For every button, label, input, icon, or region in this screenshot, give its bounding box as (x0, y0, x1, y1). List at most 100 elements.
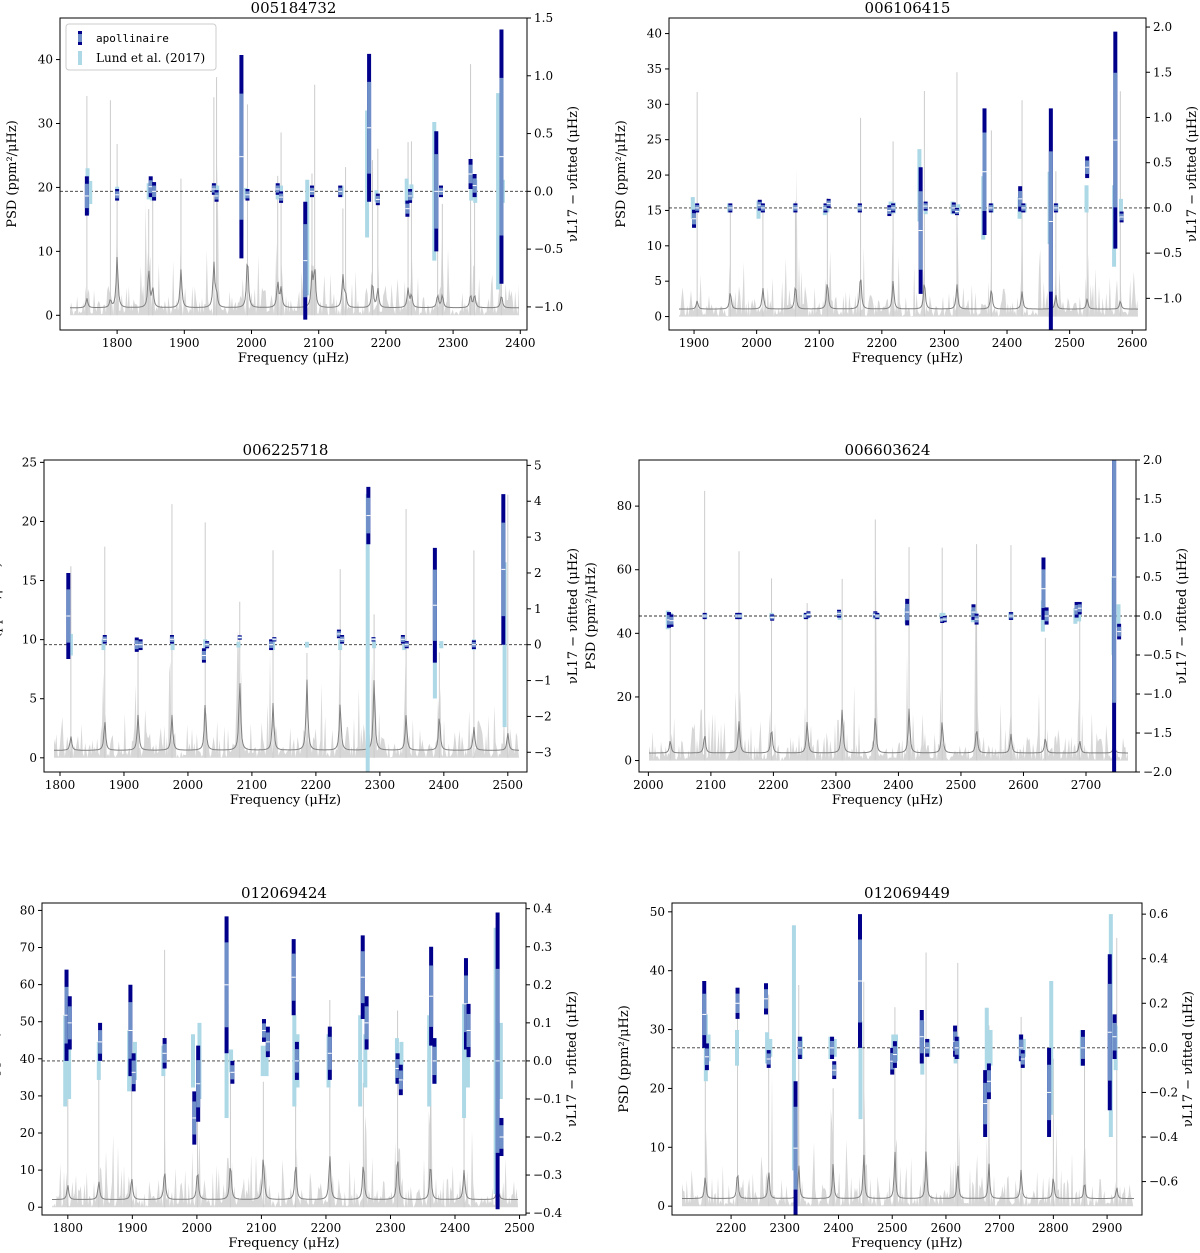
y-right-tick-label: −1.0 (1143, 687, 1172, 701)
panel-6: 012069449 2200 2300 2400 2500 2600 2700 2800 290… (617, 884, 1196, 1251)
y-left-tick-label: 20 (38, 180, 53, 194)
y-right-tick-label: 0 (534, 638, 542, 652)
y-right-tick-label: −1.5 (1143, 726, 1172, 740)
axes-frame (43, 459, 528, 773)
x-tick-label: 2700 (984, 1221, 1015, 1235)
x-tick-label: 2300 (821, 778, 852, 792)
panel-title: 006603624 (845, 441, 931, 459)
x-tick-label: 1800 (102, 336, 133, 350)
y-left-tick-label: 10 (38, 244, 53, 258)
axes-frame (59, 17, 528, 331)
x-tick-label: 2900 (1092, 1221, 1123, 1235)
x-tick-label: 2300 (929, 336, 960, 350)
x-tick-label: 2100 (804, 336, 835, 350)
y-left-tick-label: 0 (27, 1200, 35, 1214)
y-left-tick-label: 80 (617, 499, 632, 513)
x-tick-label: 1900 (117, 1221, 148, 1235)
y-right-tick-label: −2 (534, 709, 552, 723)
x-axis-label: Frequency (μHz) (230, 793, 341, 808)
y-right-tick-label: 0.6 (1149, 907, 1168, 921)
panel-1: 005184732 1800 1900 2000 2100 2200 2300 2400 0 10… (5, 0, 581, 366)
x-tick-label: 2500 (493, 778, 524, 792)
panel-title: 006225718 (243, 441, 329, 459)
plot-area (672, 914, 1142, 1215)
y-right-tick-label: −1.0 (534, 300, 563, 314)
legend-lund-label: Lund et al. (2017) (96, 51, 205, 65)
y-left-tick-label: 70 (20, 941, 35, 955)
x-tick-label: 1800 (53, 1221, 84, 1235)
y-left-tick-label: 20 (22, 514, 37, 528)
x-tick-label: 2300 (365, 778, 396, 792)
y-left-tick-label: 10 (650, 1140, 665, 1154)
psd-model (678, 279, 1138, 310)
y-right-tick-label: −3 (534, 745, 552, 759)
x-tick-label: 2800 (1038, 1221, 1069, 1235)
y-left-tick-label: 10 (22, 633, 37, 647)
y-left-tick-label: 25 (647, 133, 662, 147)
y-left-tick-label: 0 (29, 751, 37, 765)
y-right-tick-label: 0.5 (534, 127, 553, 141)
y-right-axis-label: νL17 − νfitted (μHz) (1175, 548, 1190, 684)
x-tick-label: 2700 (1071, 778, 1102, 792)
panel-title: 012069424 (241, 884, 327, 902)
y-left-tick-label: 40 (38, 53, 53, 67)
x-tick-label: 2100 (237, 778, 268, 792)
x-tick-label: 2000 (741, 336, 772, 350)
y-right-tick-label: 0.2 (533, 978, 552, 992)
x-tick-label: 1900 (169, 336, 200, 350)
axes-frame (671, 902, 1143, 1216)
y-right-axis-label: νL17 − νfitted (μHz) (1185, 106, 1200, 242)
y-left-axis-label: PSD (ppm²/μHz) (584, 562, 599, 670)
y-right-tick-label: −0.4 (1149, 1130, 1179, 1144)
y-left-tick-label: 50 (650, 905, 665, 919)
x-tick-label: 2400 (823, 1221, 854, 1235)
y-left-tick-label: 25 (22, 455, 37, 469)
y-right-tick-label: 0.1 (533, 1016, 552, 1030)
y-right-tick-label: 1.0 (1153, 110, 1172, 124)
y-right-tick-label: 1.5 (534, 11, 553, 25)
x-tick-label: 2400 (883, 778, 914, 792)
y-right-tick-label: −0.1 (533, 1092, 562, 1106)
legend-apollinaire-label: apollinaire (96, 32, 169, 45)
y-right-tick-label: 0.4 (533, 902, 552, 916)
y-right-tick-label: −0.6 (1149, 1175, 1178, 1189)
panel-title: 012069449 (864, 884, 950, 902)
x-tick-label: 2000 (173, 778, 204, 792)
plot-area (60, 29, 527, 320)
y-left-axis-label: PSD (ppm²/μHz) (0, 1005, 2, 1113)
y-left-tick-label: 20 (650, 1081, 665, 1095)
y-left-tick-label: 20 (617, 690, 632, 704)
psd-raw (52, 1085, 518, 1208)
x-tick-label: 2400 (505, 336, 536, 350)
panel-4: 006603624 2000 2100 2200 2300 2400 2500 2600 270… (584, 441, 1190, 808)
x-tick-label: 2600 (1117, 336, 1148, 350)
x-tick-label: 2400 (992, 336, 1023, 350)
x-axis-label: Frequency (μHz) (832, 793, 943, 808)
y-right-tick-label: 2.0 (1143, 453, 1162, 467)
y-left-tick-label: 40 (617, 626, 632, 640)
y-right-tick-label: −0.5 (1153, 246, 1182, 260)
y-right-axis-label: νL17 − νfitted (μHz) (565, 991, 580, 1127)
axes-frame (668, 17, 1147, 331)
x-tick-label: 2000 (633, 778, 664, 792)
y-right-tick-label: −0.3 (533, 1168, 562, 1182)
psd-raw (682, 1070, 1134, 1207)
plot-area (639, 460, 1136, 772)
y-right-axis-label: νL17 − νfitted (μHz) (566, 106, 581, 242)
psd-model (649, 708, 1128, 754)
y-left-axis-label: PSD (ppm²/μHz) (614, 120, 629, 228)
y-left-tick-label: 30 (650, 1023, 665, 1037)
y-right-tick-label: −0.4 (533, 1206, 563, 1220)
y-right-tick-label: 1.5 (1143, 492, 1162, 506)
y-right-tick-label: 0.0 (1153, 201, 1172, 215)
y-right-tick-label: −1.0 (1153, 291, 1182, 305)
x-tick-label: 2400 (440, 1221, 471, 1235)
y-right-tick-label: 0.0 (534, 184, 553, 198)
y-left-tick-label: 5 (654, 274, 662, 288)
x-tick-label: 2200 (371, 336, 402, 350)
x-tick-label: 2500 (1054, 336, 1085, 350)
plot-area (669, 31, 1146, 330)
psd-raw (649, 558, 1128, 761)
x-tick-label: 1900 (679, 336, 710, 350)
